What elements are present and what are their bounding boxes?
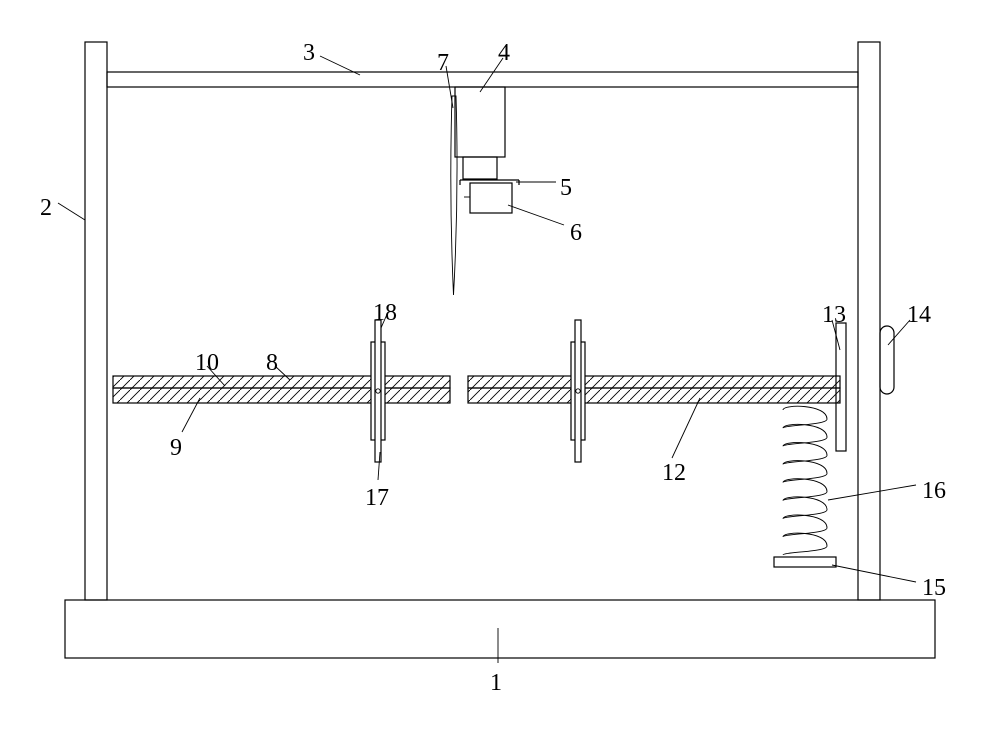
callout-17: 17 bbox=[365, 485, 389, 512]
callout-8: 8 bbox=[266, 350, 278, 377]
callout-16: 16 bbox=[922, 478, 946, 505]
callout-2: 2 bbox=[40, 195, 52, 222]
callout-9: 9 bbox=[170, 435, 182, 462]
callout-4: 4 bbox=[498, 40, 510, 67]
callout-5: 5 bbox=[560, 175, 572, 202]
callout-13: 13 bbox=[822, 302, 846, 329]
callout-6: 6 bbox=[570, 220, 582, 247]
callout-10: 10 bbox=[195, 350, 219, 377]
callout-1: 1 bbox=[490, 670, 502, 697]
callout-3: 3 bbox=[303, 40, 315, 67]
callout-15: 15 bbox=[922, 575, 946, 602]
technical-diagram bbox=[0, 0, 1000, 743]
callout-7: 7 bbox=[437, 50, 449, 77]
callout-12: 12 bbox=[662, 460, 686, 487]
callout-18: 18 bbox=[373, 300, 397, 327]
callout-14: 14 bbox=[907, 302, 931, 329]
